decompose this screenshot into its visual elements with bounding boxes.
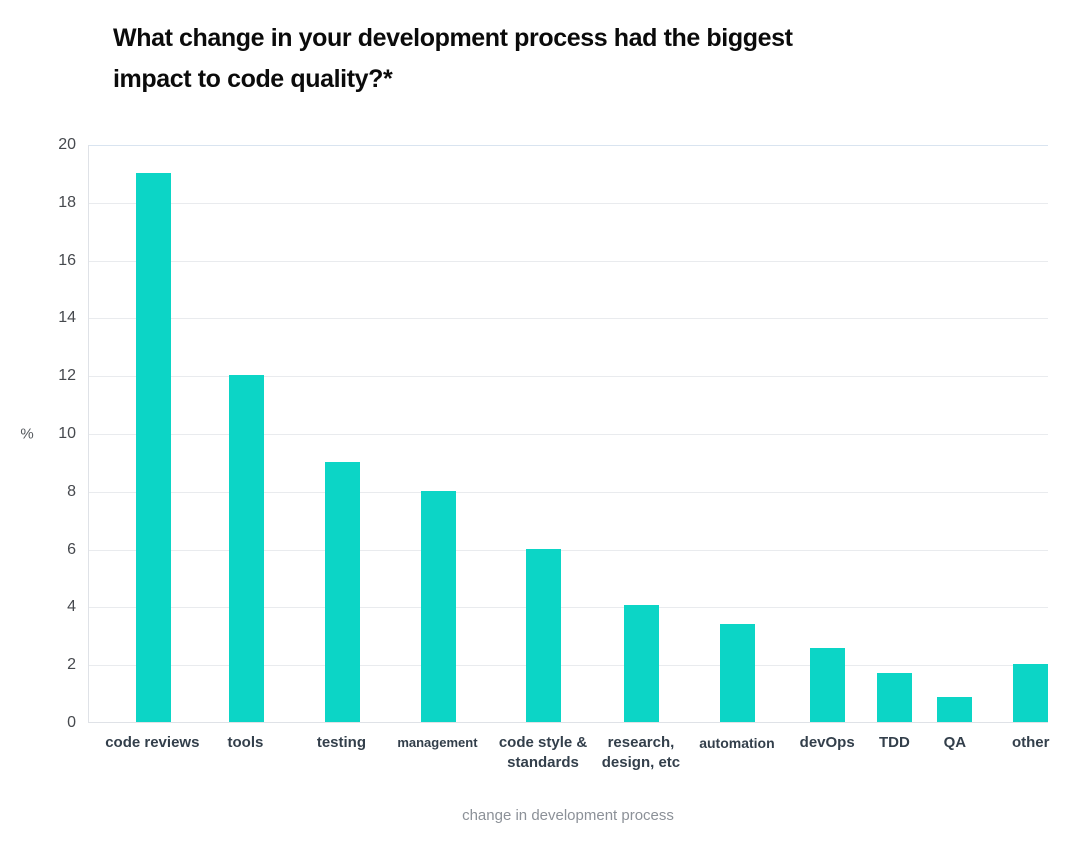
bar-code-style-standards [526,548,562,722]
x-tick-label: devOps [762,733,892,753]
x-tick-label: tools [180,733,310,753]
bar-tools [228,375,264,722]
chart-title: What change in your development process … [113,18,1033,100]
y-tick-label: 12 [58,367,76,385]
plot-area [88,145,1049,723]
y-axis-tick-labels: 20 18 16 14 12 10 8 6 4 2 0 [0,136,76,731]
x-tick-label-line: other [1011,734,1050,751]
gridline [89,434,1048,435]
bar-tdd [877,672,913,722]
gridline [89,491,1048,493]
y-tick-label: 20 [58,136,76,153]
x-tick-label: QA [890,733,1020,753]
bar-testing [324,461,360,722]
x-tick-label-line: testing [316,734,367,751]
x-tick-label-line: TDD [878,734,910,751]
x-tick-label-line: automation [699,735,775,751]
bar-other [1013,664,1049,722]
x-tick-label: testing [276,733,406,753]
gridline [89,376,1048,378]
bar-automation [719,623,755,722]
gridline [89,607,1048,609]
bar-management [420,490,456,722]
x-tick-label-line: standards [507,754,579,771]
gridline [89,260,1048,262]
y-tick-label: 10 [58,425,76,442]
x-tick-label: automation [672,733,802,753]
x-tick-label-line: management [397,735,478,750]
y-tick-label: 16 [58,251,76,269]
x-tick-label: other [966,733,1080,753]
y-tick-label: 8 [67,482,76,500]
y-tick-label: 0 [67,714,76,731]
x-tick-label-line: design, etc [601,754,681,771]
chart-title-line-1: What change in your development process … [113,24,793,52]
y-tick-label: 2 [67,656,76,674]
x-axis-tick-labels: code reviews tools testing management code s… [87,733,1049,793]
bar-research-design-etc [623,604,659,722]
y-tick-label: 6 [67,540,76,558]
x-tick-label-line: code reviews [105,734,200,751]
bar-devops [809,648,845,722]
x-tick-label-line: code style & [498,734,588,751]
x-tick-label: code reviews [87,733,217,753]
gridline [89,549,1048,551]
x-tick-label: code style & standards [478,733,608,773]
gridline [89,202,1048,204]
x-tick-label: TDD [829,733,959,753]
gridline [89,318,1048,320]
y-axis-title: % [20,425,34,443]
x-tick-label: research, design, etc [576,733,706,773]
bar-code-reviews [135,172,171,722]
y-tick-label: 14 [58,309,76,327]
gridline [89,145,1048,146]
x-tick-label-line: QA [943,734,967,751]
gridline [89,665,1048,667]
bar-qa [937,697,973,722]
x-tick-label-line: devOps [799,734,855,751]
x-tick-label: management [372,733,502,753]
y-tick-label: 18 [58,193,76,211]
chart-title-line-2: impact to code quality?* [113,65,393,93]
x-tick-label-line: research, [607,734,675,751]
y-tick-label: 4 [67,598,76,616]
x-tick-label-line: tools [227,734,264,751]
x-axis-title: change in development process [462,807,674,824]
